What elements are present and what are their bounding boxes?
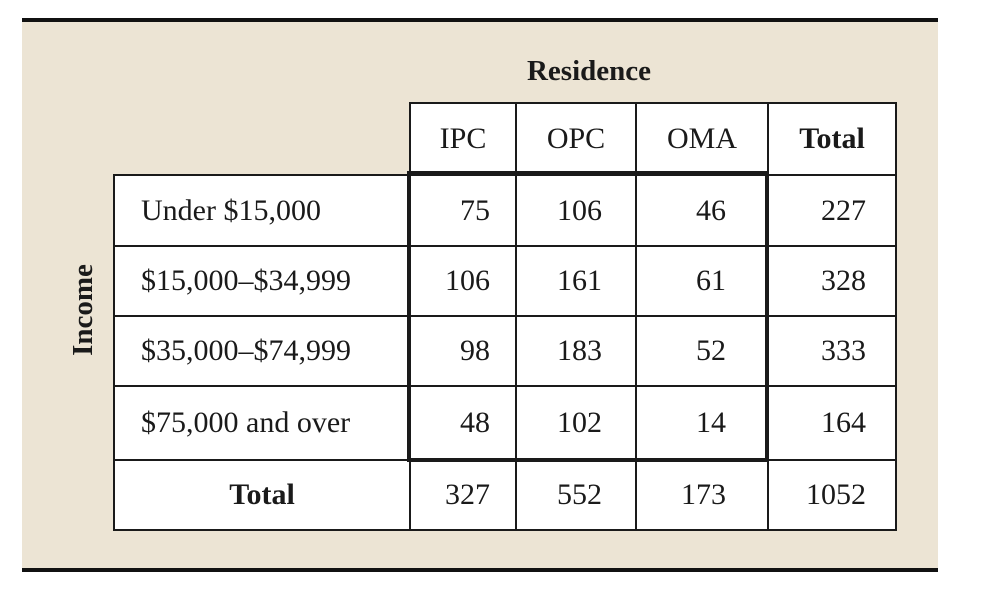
- grid-line: [409, 102, 411, 531]
- grid-line: [113, 459, 897, 461]
- grid-line: [895, 102, 897, 531]
- grid-line: [113, 315, 897, 317]
- top-rule: [22, 18, 938, 22]
- column-header-ipc: IPC: [410, 103, 516, 175]
- table-cell: 98: [410, 316, 516, 386]
- row-total-cell: 227: [768, 175, 896, 246]
- row-label: $15,000–$34,999: [114, 246, 410, 316]
- grid-line: [113, 245, 897, 247]
- column-group-label: Residence: [526, 55, 652, 87]
- grid-line: [113, 174, 897, 176]
- row-total-cell: 164: [768, 386, 896, 460]
- grand-total-cell: 1052: [768, 460, 896, 530]
- grid-line: [113, 385, 897, 387]
- grid-line: [635, 102, 637, 531]
- grid-line: [767, 102, 769, 531]
- column-total-cell: 173: [636, 460, 768, 530]
- column-header-opc: OPC: [516, 103, 636, 175]
- grid-line: [515, 102, 517, 531]
- table-cell: 106: [516, 175, 636, 246]
- table-cell: 52: [636, 316, 768, 386]
- table-cell: 183: [516, 316, 636, 386]
- grid-line: [113, 174, 115, 531]
- table-cell: 46: [636, 175, 768, 246]
- grid-line: [113, 529, 897, 531]
- bottom-rule: [22, 568, 938, 572]
- row-label: $35,000–$74,999: [114, 316, 410, 386]
- row-group-label: Income: [67, 264, 99, 356]
- table-cell: 48: [410, 386, 516, 460]
- table-cell: 106: [410, 246, 516, 316]
- column-header-oma: OMA: [636, 103, 768, 175]
- grid-line: [409, 102, 897, 104]
- row-total-cell: 328: [768, 246, 896, 316]
- row-total-cell: 333: [768, 316, 896, 386]
- row-label: Under $15,000: [114, 175, 410, 246]
- column-total-cell: 327: [410, 460, 516, 530]
- column-header-total: Total: [768, 103, 896, 175]
- table-cell: 14: [636, 386, 768, 460]
- table-cell: 75: [410, 175, 516, 246]
- table-cell: 61: [636, 246, 768, 316]
- table-cell: 161: [516, 246, 636, 316]
- row-label: $75,000 and over: [114, 386, 410, 460]
- column-total-cell: 552: [516, 460, 636, 530]
- table-cell: 102: [516, 386, 636, 460]
- total-row-label: Total: [114, 460, 410, 530]
